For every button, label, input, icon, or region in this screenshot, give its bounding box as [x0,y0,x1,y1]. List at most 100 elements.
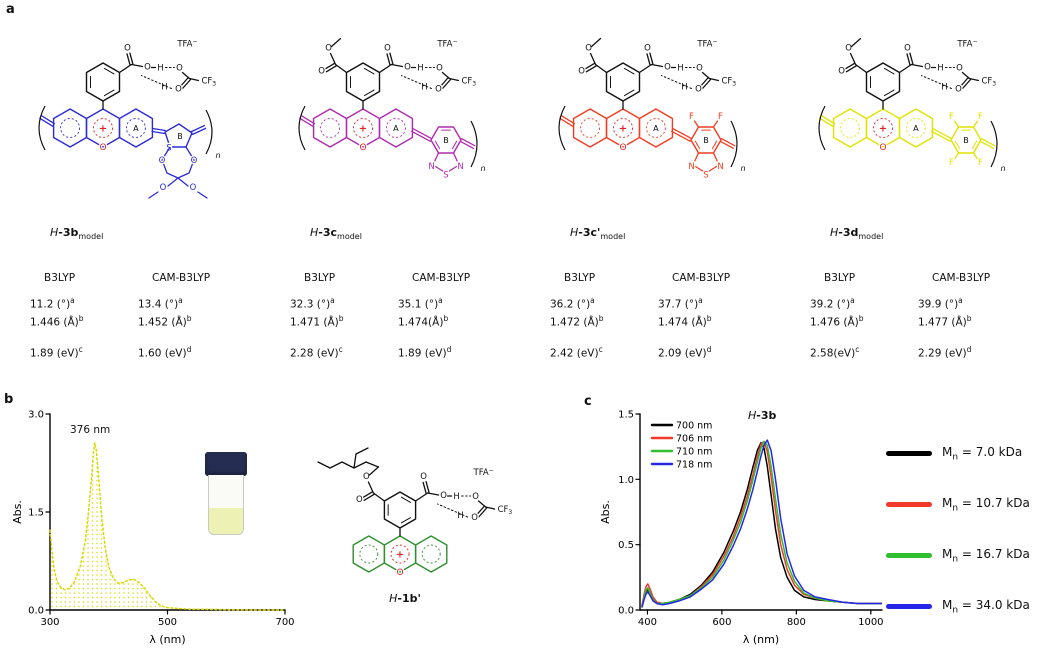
atom-label: O [924,63,931,73]
uvvis-spectrum-chart: 300 500 700 0.0 1.5 3.0 λ (nm) Abs. [11,410,295,647]
atom-label: O [363,472,370,482]
bond [884,67,895,75]
bond [422,481,427,495]
atom-label: + [396,550,404,561]
atom-label: O [190,183,197,193]
atom-label: O [175,85,182,95]
table-column: B3LYP 32.3 (°)a 1.471 (Å)b 2.28 (eV)c [290,271,398,361]
table-value: 1.476 (Å)b [810,313,864,329]
atom-label: F [949,112,954,122]
atom-label: + [879,124,887,135]
aromatic-circle [359,544,379,564]
name-bold: -3b [58,226,79,239]
polymer-bracket [990,120,998,168]
atom-label: F [978,158,983,168]
legend-item: Mn = 34.0 kDa [886,581,1044,632]
column-header: B3LYP [824,272,856,285]
bond [672,128,693,140]
y-tick-label: 3.0 [28,410,44,421]
bond [585,65,597,73]
sample-vial-photo [202,452,250,538]
atom-label: H [417,64,423,74]
bond [299,117,314,127]
bond [594,63,608,74]
atom-label: A [653,124,659,133]
bond [151,127,166,132]
bond [197,191,208,199]
atom-label: O [644,44,651,54]
bond [412,128,433,140]
polymer-bracket [818,105,826,151]
bond [324,62,336,70]
atom-label: A [913,124,919,133]
y-tick-label: 0.0 [618,606,634,617]
y-tick-label: 1.0 [618,475,634,486]
polymer-bracket [298,105,306,151]
bond [334,63,348,74]
molecular-weight-legend: Mn = 7.0 kDa Mn = 10.7 kDa Mn = 16.7 kDa… [886,428,1044,632]
atom-label: TFA− [956,39,977,50]
x-tick-label: 300 [40,617,59,628]
polymer-bracket [730,120,738,168]
caption-bold: -1b' [397,592,421,605]
bond [909,52,914,65]
atom-label: O [578,67,585,77]
atom-label: O [420,472,427,482]
structure-name: H-3dmodel [830,226,1044,241]
bond [972,120,979,128]
bond [390,63,404,68]
bond [906,53,911,66]
bond [624,89,635,97]
bond [560,115,576,125]
name-italic: H [570,226,579,239]
bond [151,130,166,135]
aromatic-circle [60,118,81,138]
table-value: 32.3 (°)a [290,296,335,311]
bond [461,138,476,147]
column-header: CAM-B3LYP [932,272,991,285]
atom-label: O [318,67,325,77]
bond [363,493,375,501]
atom-label: F [718,112,723,122]
aromatic-circle [93,118,113,138]
table-value: 2.29 (eV)d [918,345,972,360]
aromatic-circle [353,118,373,138]
bond [341,461,355,469]
y-tick-label: 1.5 [28,508,44,519]
atom-label: CF3 [498,505,513,516]
atom-label: + [99,124,107,135]
y-tick-label: 0.0 [28,606,44,617]
atom-label: O [904,44,911,54]
atom-label: B [443,136,449,145]
bond [126,53,131,66]
bond [650,63,664,68]
vial-liquid [209,508,243,534]
bond [300,115,316,125]
atom-label: n [215,151,220,160]
x-tick-label: 600 [712,617,731,628]
atom-label: O [472,492,479,502]
bond [819,117,834,127]
bond [389,52,394,65]
table-value: 1.60 (eV)d [138,345,192,360]
aromatic-circle [645,118,666,138]
bond [353,461,367,469]
panel-a-label: a [6,2,15,17]
structure-name: H-3bmodel [50,226,268,241]
bond [981,138,996,147]
legend-label: 718 nm [676,460,712,471]
table-value: 39.2 (°)a [810,296,855,311]
bond [459,140,474,149]
name-sub: model [858,232,884,242]
bond [589,52,597,66]
atom-label: O [435,85,442,95]
legend-item: Mn = 7.0 kDa [886,428,1044,479]
column-header: CAM-B3LYP [152,272,211,285]
polymer-bracket [205,109,213,155]
bond [954,140,961,150]
bond [624,67,635,75]
table-column: B3LYP 36.2 (°)a 1.472 (Å)b 2.42 (eV)c [550,271,658,361]
bond [953,120,960,128]
